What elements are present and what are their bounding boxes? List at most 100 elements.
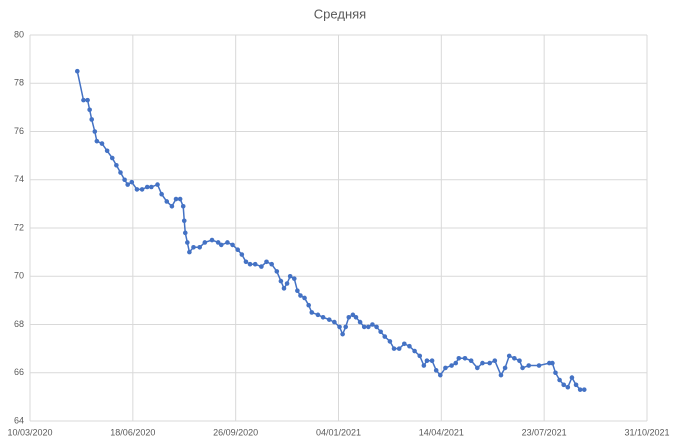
marker xyxy=(252,261,258,267)
y-tick-label: 64 xyxy=(14,415,24,425)
marker xyxy=(235,247,241,253)
marker xyxy=(492,358,498,363)
marker xyxy=(332,319,337,325)
marker xyxy=(449,363,454,368)
marker xyxy=(209,237,215,243)
marker xyxy=(443,365,448,371)
x-tick-label: 14/04/2021 xyxy=(419,427,464,437)
marker xyxy=(149,184,154,190)
marker xyxy=(159,191,164,197)
marker xyxy=(480,360,485,366)
marker xyxy=(361,324,367,330)
marker xyxy=(181,218,187,224)
marker xyxy=(302,295,307,301)
marker xyxy=(309,310,315,315)
marker xyxy=(243,259,249,265)
marker xyxy=(320,314,326,320)
y-tick-label: 76 xyxy=(14,126,24,136)
marker xyxy=(81,97,86,103)
marker xyxy=(512,355,517,361)
marker xyxy=(122,177,127,183)
marker xyxy=(215,240,221,245)
marker xyxy=(75,68,80,74)
marker xyxy=(487,360,492,366)
marker xyxy=(573,382,579,388)
chart-title: Средняя xyxy=(314,6,366,21)
marker xyxy=(462,355,468,361)
marker xyxy=(340,331,345,337)
marker xyxy=(366,324,371,330)
y-tick-label: 66 xyxy=(14,367,24,377)
marker xyxy=(387,339,393,344)
x-tick-label: 23/07/2021 xyxy=(522,427,567,437)
marker xyxy=(155,182,160,187)
marker xyxy=(456,355,462,361)
marker xyxy=(287,273,293,279)
marker xyxy=(550,360,555,366)
marker xyxy=(92,129,98,134)
marker xyxy=(259,264,264,269)
marker xyxy=(506,353,512,359)
marker xyxy=(357,319,363,325)
marker xyxy=(343,324,348,330)
marker xyxy=(269,261,274,267)
marker xyxy=(391,346,397,351)
y-tick-label: 72 xyxy=(14,222,24,232)
marker xyxy=(139,187,145,192)
marker xyxy=(295,288,300,294)
x-tick-label: 31/10/2021 xyxy=(624,427,669,437)
marker xyxy=(520,365,525,371)
marker xyxy=(284,281,290,286)
marker xyxy=(517,358,522,363)
marker xyxy=(104,148,110,154)
marker xyxy=(569,375,575,380)
marker xyxy=(177,196,183,202)
marker xyxy=(502,365,508,371)
marker xyxy=(298,293,303,298)
marker xyxy=(185,240,190,245)
marker xyxy=(421,363,427,368)
marker xyxy=(129,179,135,185)
marker xyxy=(433,368,439,373)
x-tick-label: 26/09/2020 xyxy=(213,427,258,437)
x-tick-label: 10/03/2020 xyxy=(7,427,52,437)
marker xyxy=(118,170,123,175)
marker xyxy=(109,155,115,161)
marker xyxy=(382,334,388,339)
marker xyxy=(94,138,100,144)
y-tick-label: 78 xyxy=(14,78,24,88)
y-tick-label: 74 xyxy=(14,174,24,184)
marker xyxy=(526,363,532,368)
marker xyxy=(326,317,332,322)
marker xyxy=(134,187,140,192)
marker xyxy=(87,107,92,113)
marker xyxy=(114,162,119,168)
marker xyxy=(125,182,130,187)
marker xyxy=(468,358,474,363)
marker xyxy=(278,278,284,284)
marker xyxy=(144,184,150,190)
marker xyxy=(306,302,311,308)
y-tick-label: 68 xyxy=(14,319,24,329)
marker xyxy=(197,245,202,250)
marker xyxy=(281,286,287,291)
marker xyxy=(565,384,571,390)
marker xyxy=(374,324,379,330)
marker xyxy=(581,387,587,392)
marker xyxy=(557,377,562,383)
marker xyxy=(417,353,423,359)
marker xyxy=(553,370,558,376)
y-tick-label: 70 xyxy=(14,271,24,281)
marker xyxy=(337,324,342,330)
marker xyxy=(89,117,94,122)
marker xyxy=(202,240,208,245)
marker xyxy=(536,363,542,368)
marker xyxy=(412,348,417,354)
marker xyxy=(264,259,269,265)
marker xyxy=(291,276,297,281)
marker xyxy=(180,203,186,209)
marker xyxy=(424,358,430,363)
marker xyxy=(164,199,170,204)
marker xyxy=(402,341,407,347)
